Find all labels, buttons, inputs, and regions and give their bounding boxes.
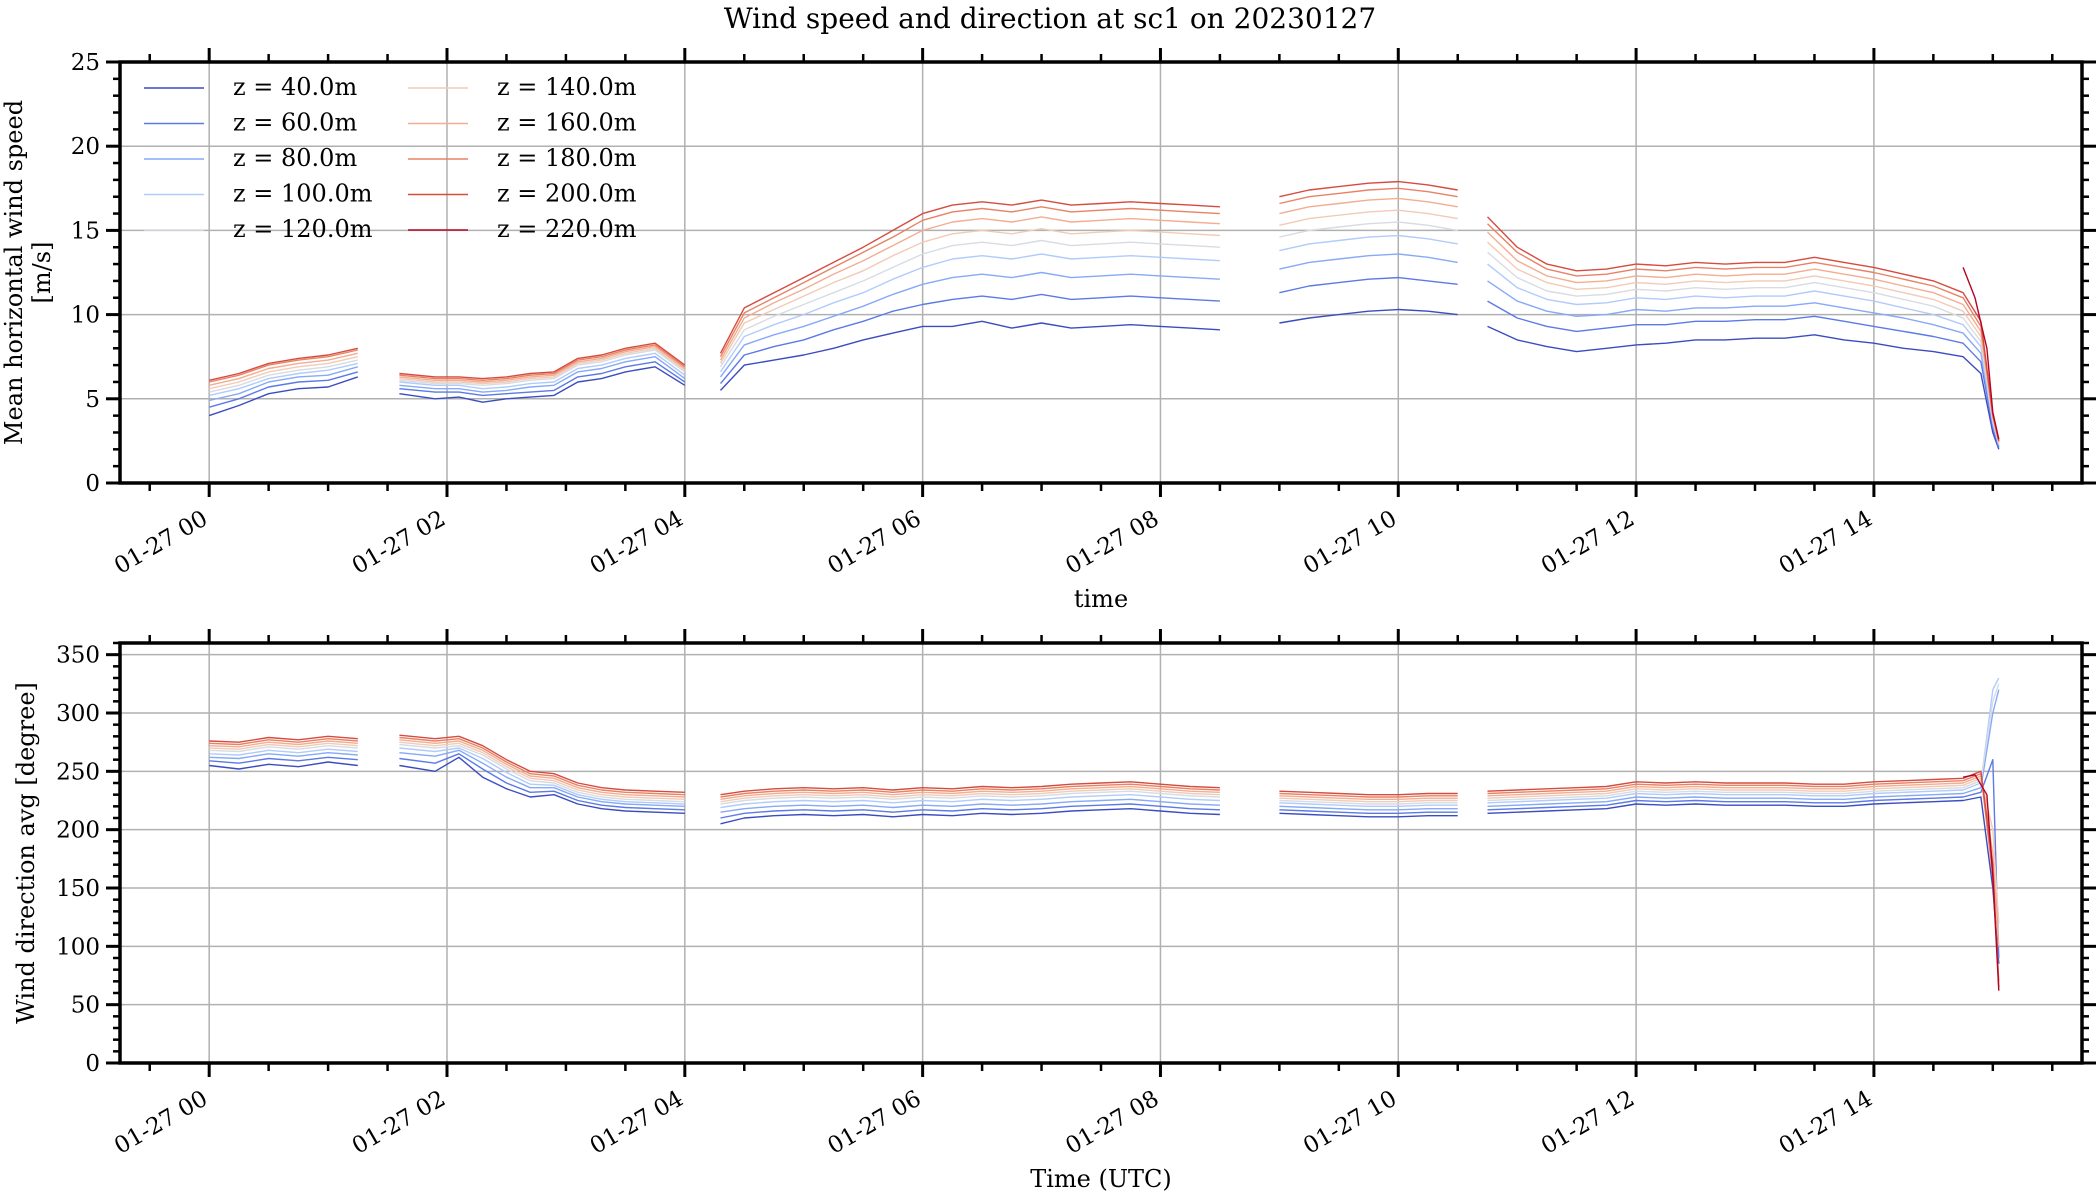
series-line-8 <box>209 736 2000 982</box>
series-line-3 <box>209 689 2000 813</box>
series-line-1 <box>208 308 2000 450</box>
y-tick-label: 20 <box>71 134 100 160</box>
legend-label: z = 160.0m <box>497 109 637 137</box>
legend-label: z = 200.0m <box>497 180 637 208</box>
x-tick-label: 01-27 14 <box>1775 1086 1877 1160</box>
wind-speed-panel: 0 5 10 15 20 25 01-27 00 01-27 02 01-27 04 01-27 … <box>0 48 2096 613</box>
y-tick-label: 300 <box>56 701 100 727</box>
y-tick-label: 250 <box>56 759 100 785</box>
y-tick-label: 150 <box>56 876 100 902</box>
series-line-4 <box>209 234 2000 445</box>
x-tick-label: 01-27 00 <box>110 1086 212 1160</box>
legend-label: z = 140.0m <box>497 73 637 101</box>
x-tick-label: 01-27 08 <box>1061 506 1163 580</box>
y-axis-label-line1: Mean horizontal wind speed <box>0 100 28 445</box>
x-tick-label: 01-27 06 <box>824 506 926 580</box>
series-line-9 <box>209 180 2000 442</box>
axes-frame <box>118 60 2084 485</box>
legend-label: z = 60.0m <box>233 109 357 137</box>
series-line-9 <box>209 734 2000 988</box>
y-tick-label: 0 <box>85 471 100 497</box>
x-tick-label: 01-27 10 <box>1299 506 1401 580</box>
legend-label: z = 100.0m <box>233 180 373 208</box>
series-lines <box>209 677 2000 991</box>
x-tick-label: 01-27 12 <box>1537 506 1639 580</box>
y-tick-label: 50 <box>71 993 100 1019</box>
legend-label: z = 180.0m <box>497 144 637 172</box>
axes-frame <box>118 641 2084 1065</box>
y-tick-label: 350 <box>56 643 100 669</box>
x-axis-label: time <box>1074 585 1128 613</box>
y-tick-label: 15 <box>71 218 100 244</box>
series-line-7 <box>209 739 2000 947</box>
series-line-2 <box>209 276 2000 448</box>
x-tick-label: 01-27 02 <box>348 506 450 580</box>
series-line-7 <box>209 197 2000 443</box>
series-line-5 <box>209 683 2000 805</box>
legend-label: z = 220.0m <box>497 215 637 243</box>
x-tick-label: 01-27 06 <box>824 1086 926 1160</box>
y-tick-label: 0 <box>85 1051 100 1077</box>
x-tick-label: 01-27 14 <box>1775 506 1877 580</box>
series-line-6 <box>209 209 2000 443</box>
series-lines <box>208 180 2000 450</box>
y-axis-label: Wind direction avg [degree] <box>12 682 40 1024</box>
series-line-3 <box>209 253 2000 447</box>
x-tick-label: 01-27 10 <box>1299 1086 1401 1160</box>
series-line-10 <box>1962 267 2000 440</box>
legend: z = 40.0m z = 60.0m z = 80.0m z = 100.0m z =… <box>144 73 637 243</box>
series-line-1 <box>209 756 2000 964</box>
series-line-8 <box>209 187 2000 442</box>
x-tick-label: 01-27 08 <box>1061 1086 1163 1160</box>
wind-direction-panel: 0 50 100 150 200 250 300 350 01-27 00 01-27 02 01-… <box>12 629 2096 1193</box>
series-line-5 <box>209 221 2000 445</box>
series-line-10 <box>1962 774 2000 991</box>
legend-label: z = 40.0m <box>233 73 357 101</box>
x-tick-label: 01-27 02 <box>348 1086 450 1160</box>
x-tick-label: 01-27 04 <box>586 506 688 580</box>
x-tick-label: 01-27 12 <box>1537 1086 1639 1160</box>
y-tick-label: 100 <box>56 934 100 960</box>
series-line-6 <box>209 741 2000 924</box>
y-tick-label: 5 <box>85 387 100 413</box>
legend-label: z = 80.0m <box>233 144 357 172</box>
series-line-2 <box>209 753 2000 959</box>
x-axis-label: Time (UTC) <box>1030 1165 1172 1193</box>
legend-label: z = 120.0m <box>233 215 373 243</box>
y-tick-label: 25 <box>71 50 100 76</box>
y-axis-label-line2: [m/s] <box>28 242 56 304</box>
x-tick-label: 01-27 04 <box>586 1086 688 1160</box>
series-line-4 <box>209 677 2000 809</box>
y-tick-label: 10 <box>71 303 100 329</box>
x-tick-label: 01-27 00 <box>110 506 212 580</box>
y-tick-label: 200 <box>56 818 100 844</box>
figure-title: Wind speed and direction at sc1 on 20230… <box>724 2 1376 35</box>
